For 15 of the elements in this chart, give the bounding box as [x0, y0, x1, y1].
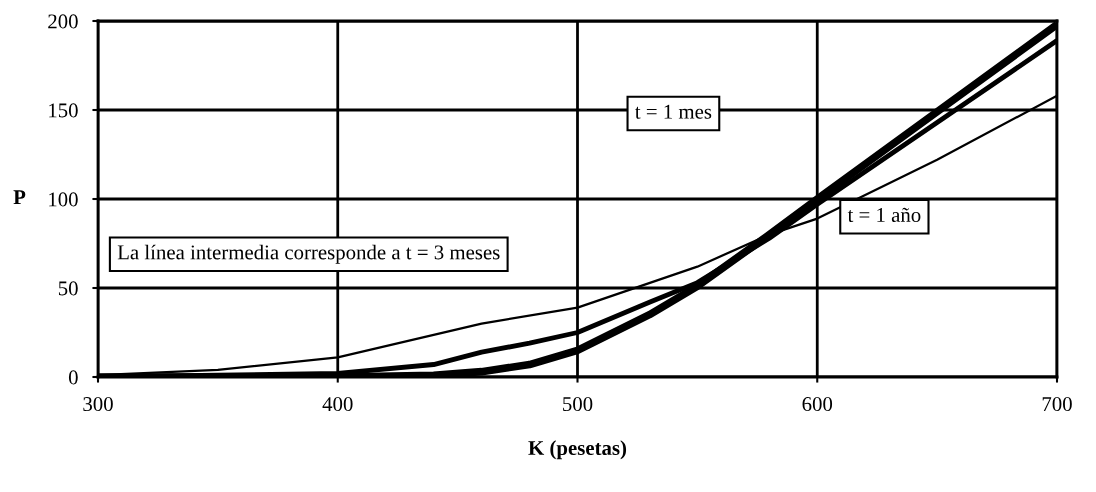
y-axis-title: P — [13, 190, 26, 205]
y-tick-label: 0 — [68, 370, 78, 385]
x-tick-label: 500 — [563, 397, 593, 412]
series-label: t = 1 año — [847, 207, 921, 223]
y-tick-label: 150 — [49, 103, 78, 118]
x-tick-label: 600 — [802, 397, 833, 412]
text: t = 1 mes — [635, 104, 712, 119]
x-tick-label: 700 — [1042, 397, 1072, 412]
y-tick-label: 50 — [58, 281, 78, 296]
annotation: La línea intermedia corresponde a t = 3 meses — [117, 244, 500, 264]
y-tick-label: 200 — [48, 14, 78, 29]
y-tick-label: 100 — [49, 192, 78, 207]
x-tick-label: 400 — [322, 397, 353, 412]
x-tick-label: 300 — [83, 397, 113, 412]
x-axis-title: K (pesetas) — [528, 440, 627, 460]
